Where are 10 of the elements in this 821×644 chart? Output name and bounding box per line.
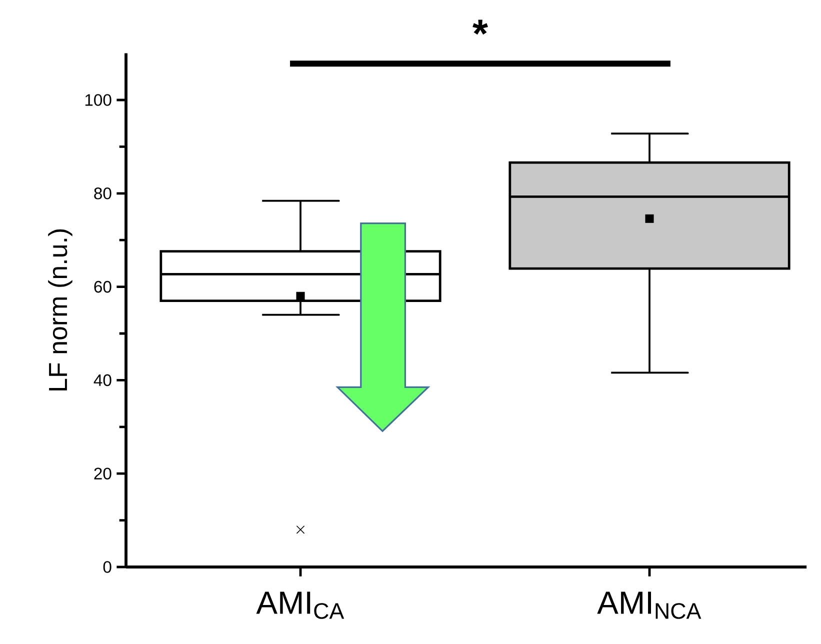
x-tick-label: AMI$_{CA}$ — [256, 592, 344, 619]
y-tick-label: 20 — [94, 468, 112, 480]
x-tick-label: AMI$_{NCA}$ — [597, 592, 702, 619]
y-axis-title: LF norm (n.u.) — [48, 229, 72, 390]
y-tick-label: 40 — [94, 374, 112, 386]
y-tick-label: 100 — [85, 94, 112, 106]
y-tick-label: 60 — [94, 280, 112, 293]
y-tick-label: 80 — [94, 188, 112, 200]
y-tick-label: 0 — [103, 561, 112, 573]
text: * — [472, 20, 488, 35]
